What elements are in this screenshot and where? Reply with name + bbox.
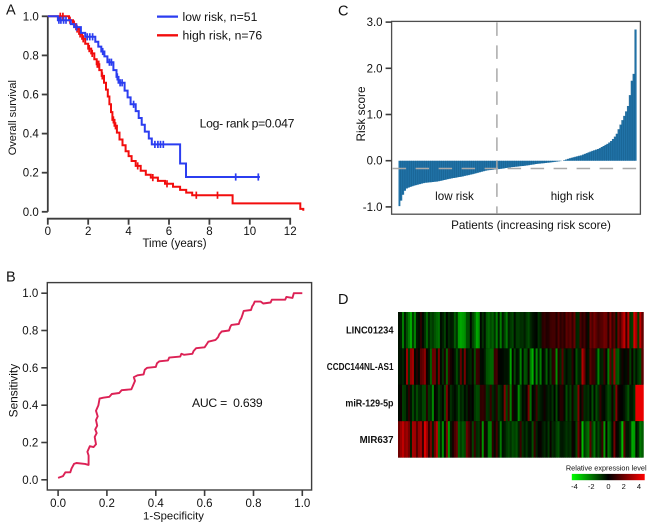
svg-text:10: 10 <box>243 226 256 238</box>
svg-text:0.0: 0.0 <box>23 207 39 219</box>
svg-text:high risk, n=76: high risk, n=76 <box>183 29 263 43</box>
svg-text:C: C <box>338 4 348 20</box>
svg-text:0.2: 0.2 <box>23 168 39 180</box>
svg-text:Sensitivity: Sensitivity <box>6 364 20 418</box>
svg-text:-2: -2 <box>588 482 595 491</box>
svg-text:0.8: 0.8 <box>23 50 39 62</box>
svg-text:0.0: 0.0 <box>367 156 383 168</box>
svg-text:6: 6 <box>166 226 172 238</box>
svg-text:MIR637: MIR637 <box>360 435 394 446</box>
svg-text:1.0: 1.0 <box>22 288 38 300</box>
svg-text:0.2: 0.2 <box>99 498 115 510</box>
svg-text:0: 0 <box>606 482 610 491</box>
svg-text:4: 4 <box>637 482 641 491</box>
svg-text:1.0: 1.0 <box>367 110 383 122</box>
svg-text:Risk score: Risk score <box>354 86 368 142</box>
svg-text:8: 8 <box>206 226 212 238</box>
svg-text:-1.0: -1.0 <box>363 202 383 214</box>
svg-text:0.2: 0.2 <box>22 438 38 450</box>
svg-text:Relative expression level: Relative expression level <box>566 464 647 473</box>
svg-text:high risk: high risk <box>551 190 594 203</box>
svg-text:1.0: 1.0 <box>294 498 310 510</box>
svg-text:4: 4 <box>125 226 132 238</box>
svg-text:AUC = 0.639: AUC = 0.639 <box>192 396 263 410</box>
svg-text:Overall survival: Overall survival <box>7 80 19 155</box>
svg-text:A: A <box>6 3 16 19</box>
svg-text:-4: -4 <box>571 482 578 491</box>
svg-text:miR-129-5p: miR-129-5p <box>345 399 393 410</box>
svg-text:0.8: 0.8 <box>246 498 262 510</box>
svg-text:Time (years): Time (years) <box>142 238 206 250</box>
svg-text:low risk: low risk <box>435 190 474 203</box>
svg-text:2: 2 <box>85 226 91 238</box>
svg-text:0.6: 0.6 <box>23 90 39 102</box>
svg-text:0.4: 0.4 <box>22 400 39 412</box>
svg-text:1.0: 1.0 <box>23 11 39 23</box>
svg-text:12: 12 <box>284 226 297 238</box>
svg-text:Log- rank p=0.047: Log- rank p=0.047 <box>200 117 295 131</box>
svg-text:0.4: 0.4 <box>148 498 165 510</box>
svg-text:B: B <box>6 270 16 286</box>
svg-text:0.6: 0.6 <box>22 363 38 375</box>
svg-text:CCDC144NL-AS1: CCDC144NL-AS1 <box>327 362 394 373</box>
svg-text:3.0: 3.0 <box>367 17 383 29</box>
svg-text:2: 2 <box>622 482 626 491</box>
svg-text:2.0: 2.0 <box>367 63 383 75</box>
svg-text:0.4: 0.4 <box>23 129 40 141</box>
svg-text:1-Specificity: 1-Specificity <box>143 511 204 523</box>
svg-text:0: 0 <box>45 226 51 238</box>
svg-text:Patients (increasing risk scor: Patients (increasing risk score) <box>451 219 611 232</box>
svg-text:LINC01234: LINC01234 <box>346 326 394 337</box>
svg-text:D: D <box>338 292 348 308</box>
svg-text:low risk, n=51: low risk, n=51 <box>183 10 258 24</box>
svg-text:0.0: 0.0 <box>22 475 38 487</box>
svg-text:0.6: 0.6 <box>197 498 213 510</box>
svg-text:0.0: 0.0 <box>50 498 66 510</box>
svg-text:0.8: 0.8 <box>22 326 38 338</box>
